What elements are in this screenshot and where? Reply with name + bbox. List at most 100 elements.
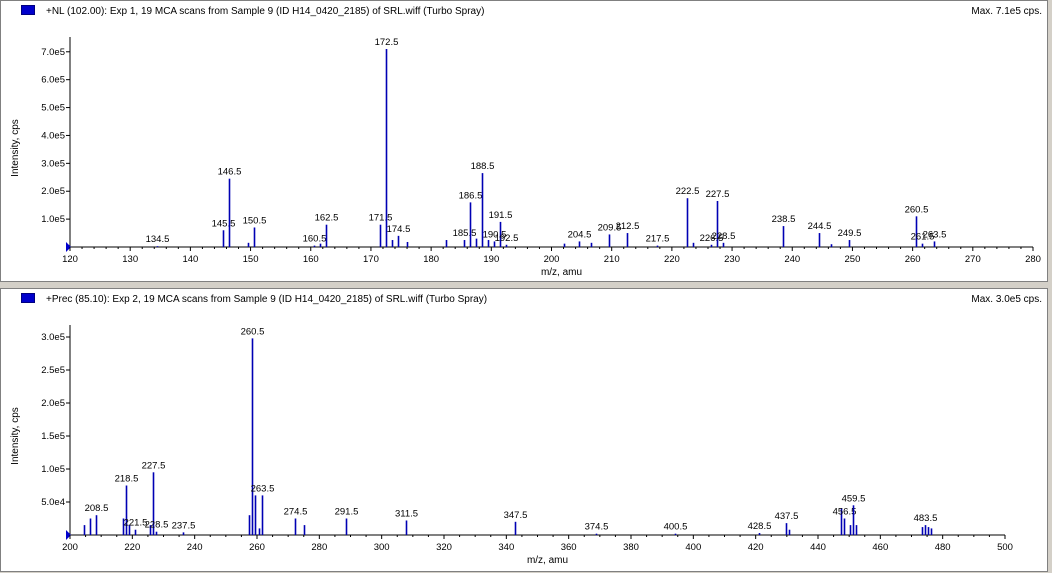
peak-label: 237.5 bbox=[172, 520, 196, 531]
peak-label: 171.5 bbox=[369, 213, 393, 224]
y-tick-label: 1.0e5 bbox=[41, 464, 65, 475]
peak-label: 191.5 bbox=[489, 210, 513, 221]
x-tick-label: 240 bbox=[784, 254, 800, 265]
peak-label: 218.5 bbox=[115, 474, 139, 485]
x-tick-label: 500 bbox=[997, 542, 1013, 553]
peak-label: 459.5 bbox=[842, 493, 866, 504]
peak-label: 212.5 bbox=[616, 221, 640, 232]
peak-label: 172.5 bbox=[375, 37, 399, 48]
x-tick-label: 210 bbox=[604, 254, 620, 265]
y-tick-label: 4.0e5 bbox=[41, 130, 65, 141]
peak-label: 217.5 bbox=[646, 234, 670, 245]
y-axis-label: Intensity, cps bbox=[10, 119, 21, 177]
peak-label: 208.5 bbox=[85, 503, 109, 514]
peak-label: 228.5 bbox=[145, 520, 169, 531]
y-tick-label: 3.0e5 bbox=[41, 158, 65, 169]
x-tick-label: 230 bbox=[724, 254, 740, 265]
peak-label: 222.5 bbox=[676, 186, 700, 197]
peak-label: 192.5 bbox=[495, 233, 519, 244]
x-tick-label: 220 bbox=[664, 254, 680, 265]
peak-label: 227.5 bbox=[142, 460, 166, 471]
spectrum-plot-prec[interactable]: Intensity, cps m/z, amu 200 220 240 260 280 300… bbox=[1, 289, 1047, 571]
peak-label: 263.5 bbox=[923, 229, 947, 240]
peak-label: 150.5 bbox=[243, 215, 267, 226]
peak-label: 188.5 bbox=[471, 161, 495, 172]
peak-label: 209.5 bbox=[598, 222, 622, 233]
x-tick-label: 150 bbox=[243, 254, 259, 265]
x-tick-label: 340 bbox=[498, 542, 514, 553]
x-tick-label: 140 bbox=[182, 254, 198, 265]
x-tick-label: 200 bbox=[544, 254, 560, 265]
pane-max-intensity: Max. 7.1e5 cps. bbox=[971, 6, 1042, 17]
peak-label: 190.5 bbox=[483, 229, 507, 240]
x-tick-label: 180 bbox=[423, 254, 439, 265]
pane-header: +Prec (85.10): Exp 2, 19 MCA scans from … bbox=[1, 289, 1047, 309]
x-tick-label: 270 bbox=[965, 254, 981, 265]
peak-label: 238.5 bbox=[772, 214, 796, 225]
axis-origin-marker[interactable] bbox=[66, 530, 71, 540]
x-tick-label: 320 bbox=[436, 542, 452, 553]
y-tick-label: 6.0e5 bbox=[41, 75, 65, 86]
peak-label: 260.5 bbox=[905, 204, 929, 215]
peak-label: 261.5 bbox=[911, 232, 935, 243]
x-tick-label: 240 bbox=[187, 542, 203, 553]
x-tick-label: 300 bbox=[374, 542, 390, 553]
y-tick-label: 3.0e5 bbox=[41, 332, 65, 343]
peak-label: 374.5 bbox=[585, 522, 609, 533]
peak-label: 274.5 bbox=[284, 507, 308, 518]
x-tick-label: 480 bbox=[935, 542, 951, 553]
peak-label: 483.5 bbox=[914, 513, 938, 524]
x-tick-label: 190 bbox=[483, 254, 499, 265]
x-tick-label: 360 bbox=[561, 542, 577, 553]
x-tick-label: 170 bbox=[363, 254, 379, 265]
peak-label: 174.5 bbox=[387, 224, 411, 235]
spectrum-pane-nl[interactable]: +NL (102.00): Exp 1, 19 MCA scans from S… bbox=[0, 0, 1048, 282]
peak-label: 249.5 bbox=[838, 228, 862, 239]
spectrum-pane-prec[interactable]: +Prec (85.10): Exp 2, 19 MCA scans from … bbox=[0, 288, 1048, 572]
x-tick-label: 420 bbox=[748, 542, 764, 553]
pane-title: +NL (102.00): Exp 1, 19 MCA scans from S… bbox=[46, 6, 485, 17]
y-tick-label: 1.0e5 bbox=[41, 214, 65, 225]
x-tick-label: 260 bbox=[905, 254, 921, 265]
peak-label: 227.5 bbox=[706, 189, 730, 200]
y-axis-label: Intensity, cps bbox=[10, 407, 21, 465]
x-tick-label: 160 bbox=[303, 254, 319, 265]
x-axis-label: m/z, amu bbox=[527, 555, 568, 566]
peak-label: 228.5 bbox=[712, 231, 736, 242]
x-tick-label: 400 bbox=[685, 542, 701, 553]
peak-label: 260.5 bbox=[241, 326, 265, 337]
peak-label: 186.5 bbox=[459, 190, 483, 201]
y-tick-label: 2.5e5 bbox=[41, 365, 65, 376]
peak-label: 145.5 bbox=[212, 218, 236, 229]
pane-max-intensity: Max. 3.0e5 cps. bbox=[971, 294, 1042, 305]
x-tick-label: 130 bbox=[122, 254, 138, 265]
peak-label: 185.5 bbox=[453, 228, 477, 239]
x-tick-label: 280 bbox=[311, 542, 327, 553]
peak-label: 204.5 bbox=[568, 229, 592, 240]
peak-label: 221.5 bbox=[124, 518, 148, 529]
x-tick-label: 440 bbox=[810, 542, 826, 553]
peak-label: 400.5 bbox=[664, 522, 688, 533]
x-tick-label: 250 bbox=[845, 254, 861, 265]
peak-label: 146.5 bbox=[218, 167, 242, 178]
pane-marker-icon[interactable] bbox=[21, 293, 35, 303]
peak-label: 263.5 bbox=[251, 483, 275, 494]
peak-label: 291.5 bbox=[335, 507, 359, 518]
x-tick-label: 220 bbox=[124, 542, 140, 553]
y-tick-label: 5.0e5 bbox=[41, 103, 65, 114]
x-tick-label: 380 bbox=[623, 542, 639, 553]
peak-label: 226.5 bbox=[700, 233, 724, 244]
peak-label: 311.5 bbox=[395, 508, 418, 519]
pane-header: +NL (102.00): Exp 1, 19 MCA scans from S… bbox=[1, 1, 1047, 21]
pane-marker-icon[interactable] bbox=[21, 5, 35, 15]
x-tick-label: 200 bbox=[62, 542, 78, 553]
y-tick-label: 2.0e5 bbox=[41, 186, 65, 197]
axis-origin-marker[interactable] bbox=[66, 242, 71, 252]
peak-label: 428.5 bbox=[748, 521, 772, 532]
peak-label: 162.5 bbox=[315, 213, 339, 224]
x-axis-label: m/z, amu bbox=[541, 267, 582, 278]
spectrum-plot-nl[interactable]: Intensity, cps m/z, amu 120 130 140 150 160 170… bbox=[1, 1, 1047, 281]
peak-label: 456.5 bbox=[833, 507, 857, 518]
x-tick-label: 460 bbox=[872, 542, 888, 553]
y-tick-label: 2.0e5 bbox=[41, 398, 65, 409]
